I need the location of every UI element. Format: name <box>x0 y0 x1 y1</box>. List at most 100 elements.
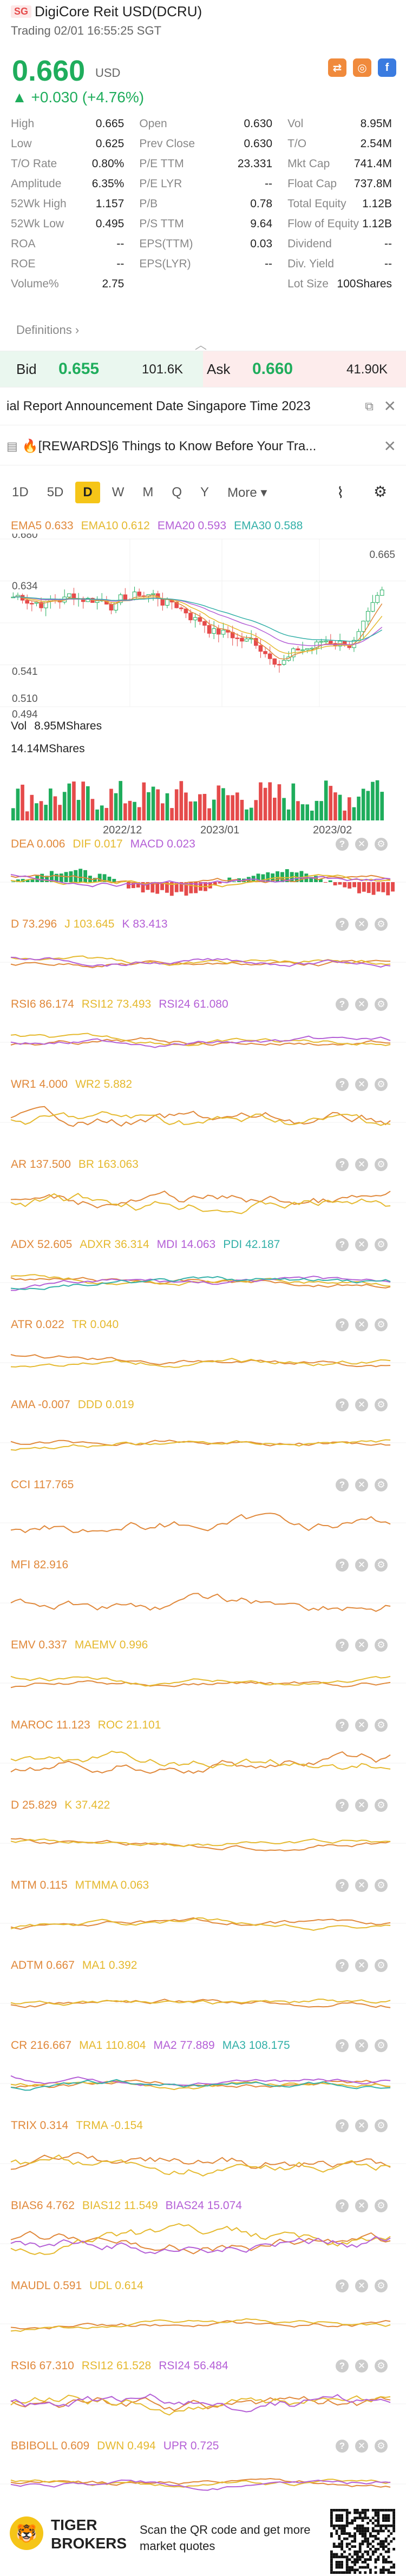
indicator-help-icon[interactable]: ? <box>336 2440 349 2453</box>
indicator-help-icon[interactable]: ? <box>336 1719 349 1732</box>
indicator-settings-icon[interactable]: ⚙ <box>375 998 388 1011</box>
indicator-help-icon[interactable]: ? <box>336 1238 349 1251</box>
indicator-chart-bias[interactable] <box>0 2217 406 2271</box>
indicator-settings-icon[interactable]: ⚙ <box>375 1398 388 1411</box>
indicator-close-icon[interactable]: ✕ <box>355 2279 368 2292</box>
indicator-chart-bbiboll[interactable] <box>0 2457 406 2511</box>
indicator-close-icon[interactable]: ✕ <box>355 2119 368 2132</box>
indicator-chart-udl[interactable] <box>0 2297 406 2351</box>
indicator-help-icon[interactable]: ? <box>336 998 349 1011</box>
tab-m[interactable]: M <box>142 485 154 500</box>
indicator-settings-icon[interactable]: ⚙ <box>375 1959 388 1972</box>
definitions-link[interactable]: Definitions › <box>16 323 80 337</box>
indicator-chart-rsi[interactable] <box>0 1015 406 1069</box>
indicator-close-icon[interactable]: ✕ <box>355 1078 368 1091</box>
announcement-notice[interactable]: ial Report Announcement Date Singapore T… <box>0 387 406 425</box>
indicator-chart-rsi2[interactable] <box>0 2377 406 2431</box>
indicator-close-icon[interactable]: ✕ <box>355 1158 368 1171</box>
tab-more[interactable]: More ▾ <box>227 485 267 500</box>
indicator-settings-icon[interactable]: ⚙ <box>375 1078 388 1091</box>
facebook-share-icon[interactable]: f <box>378 58 396 77</box>
indicator-help-icon[interactable]: ? <box>336 2199 349 2212</box>
indicator-chart-mtm[interactable] <box>0 1896 406 1950</box>
indicator-settings-icon[interactable]: ⚙ <box>375 1559 388 1572</box>
indicator-close-icon[interactable]: ✕ <box>355 1238 368 1251</box>
tab-1d[interactable]: 1D <box>12 485 29 500</box>
indicator-chart-atr[interactable] <box>0 1336 406 1390</box>
indicator-close-icon[interactable]: ✕ <box>355 2199 368 2212</box>
rewards-notice[interactable]: ▤ 🔥[REWARDS]6 Things to Know Before Your… <box>0 428 406 465</box>
indicator-chart-dmi[interactable] <box>0 1256 406 1310</box>
indicator-chart-kdj[interactable] <box>0 935 406 989</box>
tab-d[interactable]: D <box>75 482 100 503</box>
indicator-settings-icon[interactable]: ⚙ <box>375 2360 388 2373</box>
indicator-close-icon[interactable]: ✕ <box>355 1559 368 1572</box>
indicator-settings-icon[interactable]: ⚙ <box>375 838 388 851</box>
indicator-help-icon[interactable]: ? <box>336 2279 349 2292</box>
indicator-settings-icon[interactable]: ⚙ <box>375 1879 388 1892</box>
indicator-chart-mfi[interactable] <box>0 1576 406 1630</box>
indicator-chart-roc[interactable] <box>0 1736 406 1790</box>
indicator-settings-icon[interactable]: ⚙ <box>375 1639 388 1652</box>
indicator-chart-kd[interactable] <box>0 1816 406 1870</box>
indicator-chart-wr[interactable] <box>0 1095 406 1149</box>
indicator-help-icon[interactable]: ? <box>336 1959 349 1972</box>
indicator-help-icon[interactable]: ? <box>336 1078 349 1091</box>
tab-w[interactable]: W <box>112 485 125 500</box>
tab-5d[interactable]: 5D <box>47 485 64 500</box>
indicator-help-icon[interactable]: ? <box>336 1559 349 1572</box>
indicator-settings-icon[interactable]: ⚙ <box>375 1478 388 1491</box>
indicator-chart-cr[interactable] <box>0 2056 406 2111</box>
indicator-chart-cci[interactable] <box>0 1496 406 1550</box>
indicator-close-icon[interactable]: ✕ <box>355 2440 368 2453</box>
indicator-settings-icon[interactable]: ⚙ <box>375 2199 388 2212</box>
indicator-help-icon[interactable]: ? <box>336 1158 349 1171</box>
indicator-settings-icon[interactable]: ⚙ <box>375 2279 388 2292</box>
indicator-help-icon[interactable]: ? <box>336 838 349 851</box>
indicator-help-icon[interactable]: ? <box>336 1318 349 1331</box>
indicator-settings-icon[interactable]: ⚙ <box>375 1158 388 1171</box>
indicator-close-icon[interactable]: ✕ <box>355 1398 368 1411</box>
trade-icon[interactable]: ⇄ <box>328 58 346 77</box>
indicator-settings-icon[interactable]: ⚙ <box>375 918 388 931</box>
indicator-chart-arbr[interactable] <box>0 1175 406 1230</box>
indicator-help-icon[interactable]: ? <box>336 2119 349 2132</box>
indicator-close-icon[interactable]: ✕ <box>355 1639 368 1652</box>
close-icon[interactable]: ✕ <box>383 438 396 455</box>
alert-icon[interactable]: ◎ <box>353 58 371 77</box>
indicator-chart-adtm[interactable] <box>0 1976 406 2030</box>
indicator-close-icon[interactable]: ✕ <box>355 1318 368 1331</box>
indicator-settings-icon[interactable]: ⚙ <box>375 2039 388 2052</box>
indicator-settings-icon[interactable]: ⚙ <box>375 2440 388 2453</box>
indicator-chart-trix[interactable] <box>0 2137 406 2191</box>
indicator-close-icon[interactable]: ✕ <box>355 838 368 851</box>
indicator-settings-icon[interactable]: ⚙ <box>375 2119 388 2132</box>
indicator-help-icon[interactable]: ? <box>336 1639 349 1652</box>
indicator-close-icon[interactable]: ✕ <box>355 998 368 1011</box>
indicator-chart-macd[interactable] <box>0 855 406 909</box>
indicator-help-icon[interactable]: ? <box>336 1879 349 1892</box>
external-link-icon[interactable]: ⧉ <box>365 399 374 413</box>
indicator-close-icon[interactable]: ✕ <box>355 1959 368 1972</box>
indicator-close-icon[interactable]: ✕ <box>355 1478 368 1491</box>
indicator-help-icon[interactable]: ? <box>336 918 349 931</box>
close-icon[interactable]: ✕ <box>383 398 396 415</box>
tab-y[interactable]: Y <box>200 485 209 500</box>
main-candlestick-chart[interactable]: 0.680 0.665 0.634 0.541 0.510 0.494 2022/12 202… <box>0 534 406 837</box>
collapse-chevron-icon[interactable]: ︿ <box>195 338 207 352</box>
indicator-chart-emv[interactable] <box>0 1656 406 1710</box>
indicator-icon[interactable]: ⌇ <box>337 484 344 501</box>
tab-q[interactable]: Q <box>172 485 182 500</box>
indicator-settings-icon[interactable]: ⚙ <box>375 1799 388 1812</box>
indicator-close-icon[interactable]: ✕ <box>355 1799 368 1812</box>
indicator-settings-icon[interactable]: ⚙ <box>375 1238 388 1251</box>
indicator-close-icon[interactable]: ✕ <box>355 2039 368 2052</box>
indicator-close-icon[interactable]: ✕ <box>355 918 368 931</box>
indicator-help-icon[interactable]: ? <box>336 2360 349 2373</box>
indicator-close-icon[interactable]: ✕ <box>355 1719 368 1732</box>
indicator-settings-icon[interactable]: ⚙ <box>375 1719 388 1732</box>
indicator-help-icon[interactable]: ? <box>336 1799 349 1812</box>
indicator-help-icon[interactable]: ? <box>336 2039 349 2052</box>
indicator-chart-dma[interactable] <box>0 1416 406 1470</box>
indicator-help-icon[interactable]: ? <box>336 1398 349 1411</box>
